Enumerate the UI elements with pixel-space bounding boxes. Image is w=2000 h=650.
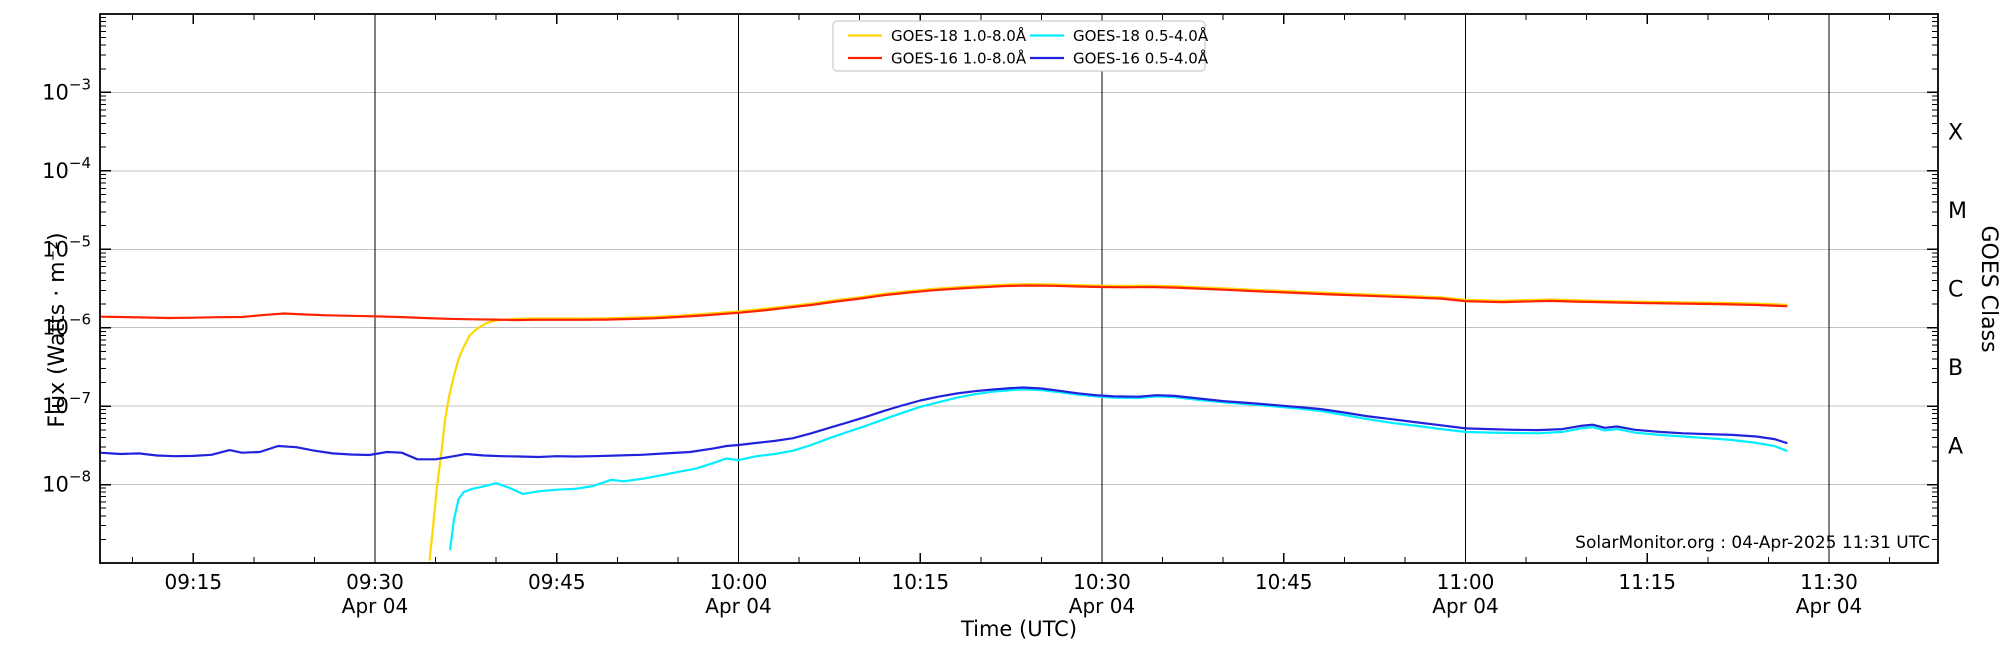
goes-class-label: M [1948,199,1967,224]
plot-frame [99,13,1939,564]
x-tick-label: 10:30 [1073,570,1131,594]
y-axis-title: Flux (Watts · m⁻²) [45,232,70,427]
x-tick-label: 10:45 [1255,570,1313,594]
y-tick-label: 10−8 [42,468,91,497]
goes-class-label: C [1948,278,1963,303]
legend-label: GOES-18 1.0-8.0Å [891,26,1027,45]
x-tick-date-label: Apr 04 [1796,594,1862,618]
x-tick-label: 11:00 [1437,570,1495,594]
right-axis-title: GOES Class [1976,225,2000,352]
series-goes16-long [98,284,1788,322]
x-tick-label: 10:00 [710,570,768,594]
legend-label: GOES-18 0.5-4.0Å [1073,26,1209,45]
series-goes18-short [449,388,1788,551]
series-goes18-long [428,283,1788,561]
x-tick-date-label: Apr 04 [1069,594,1135,618]
goes-class-label: B [1948,356,1963,381]
legend-box [832,20,1206,72]
x-tick-label: 11:30 [1800,570,1858,594]
x-tick-label: 11:15 [1618,570,1676,594]
x-tick-date-label: Apr 04 [705,594,771,618]
x-tick-label: 10:15 [891,570,949,594]
goes-class-label: A [1948,434,1963,459]
legend-label: GOES-16 0.5-4.0Å [1073,49,1209,68]
goes-class-label: X [1948,121,1963,146]
x-axis-title: Time (UTC) [960,617,1077,641]
x-tick-label: 09:15 [164,570,222,594]
y-tick-label: 10−4 [42,154,91,183]
x-tick-label: 09:30 [346,570,404,594]
y-tick-label: 10−3 [42,75,91,104]
x-tick-label: 09:45 [528,570,586,594]
x-tick-date-label: Apr 04 [1432,594,1498,618]
watermark: SolarMonitor.org : 04-Apr-2025 11:31 UTC [1575,533,1930,553]
x-tick-date-label: Apr 04 [342,594,408,618]
legend-label: GOES-16 1.0-8.0Å [891,49,1027,68]
series-goes16-short [98,386,1788,461]
